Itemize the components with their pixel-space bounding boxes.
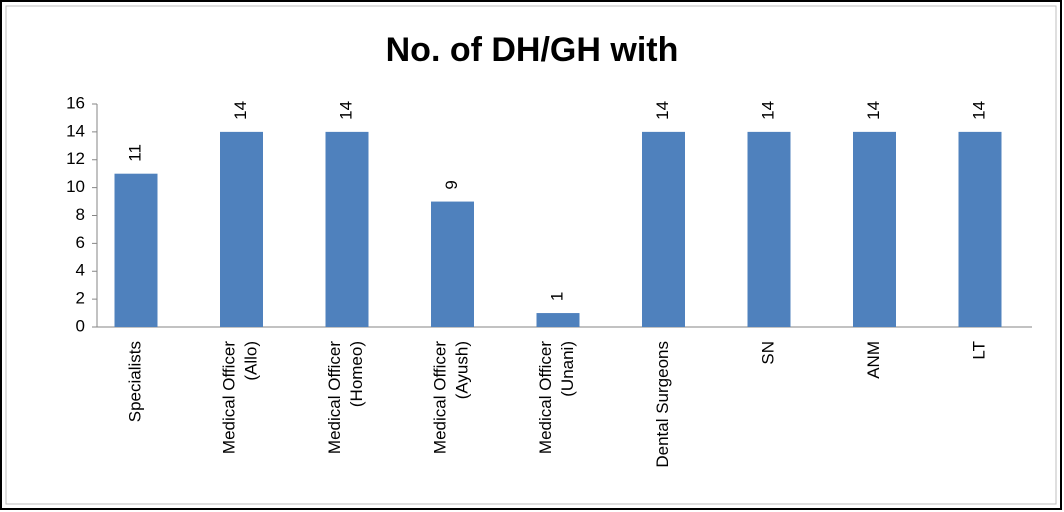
y-tick-label: 0	[76, 316, 85, 335]
bar	[431, 201, 474, 327]
bar	[536, 313, 580, 327]
value-label: 1	[547, 292, 566, 301]
y-tick-label: 4	[76, 261, 85, 280]
y-tick-label: 12	[66, 149, 85, 168]
bar	[958, 131, 1002, 327]
bar	[642, 131, 685, 327]
y-tick-label: 8	[76, 205, 85, 224]
y-tick-label: 6	[76, 233, 85, 252]
y-tick-label: 10	[66, 177, 85, 196]
value-label: 14	[758, 101, 777, 120]
x-tick-label: Specialists	[125, 341, 144, 422]
x-tick-label: Medical Officer (Unani)	[536, 341, 577, 454]
x-tick-label: Dental Surgeons	[653, 341, 672, 468]
bar	[114, 173, 158, 327]
value-label: 11	[125, 144, 144, 162]
x-tick-label: ANM	[864, 341, 883, 379]
bar	[220, 131, 263, 327]
x-tick-label: Medical Officer (Homeo)	[325, 341, 366, 454]
inner-frame	[5, 5, 1057, 505]
y-tick-label: 16	[66, 93, 85, 112]
x-tick-label: Medical Officer (Allo)	[220, 341, 261, 454]
value-label: 14	[864, 101, 883, 120]
chart-title: No. of DH/GH with	[386, 31, 679, 69]
bar	[325, 131, 369, 327]
y-tick-label: 2	[76, 289, 85, 308]
bar	[747, 131, 791, 327]
value-label: 14	[231, 101, 250, 120]
x-tick-label: SN	[758, 341, 777, 365]
value-label: 14	[653, 101, 672, 120]
value-label: 14	[336, 101, 355, 120]
x-tick-label: Medical Officer (Ayush)	[431, 341, 472, 454]
y-tick-label: 14	[66, 121, 85, 140]
x-tick-label: LT	[969, 341, 988, 360]
value-label: 14	[969, 101, 988, 120]
value-label: 9	[442, 180, 461, 189]
bar	[853, 131, 896, 327]
